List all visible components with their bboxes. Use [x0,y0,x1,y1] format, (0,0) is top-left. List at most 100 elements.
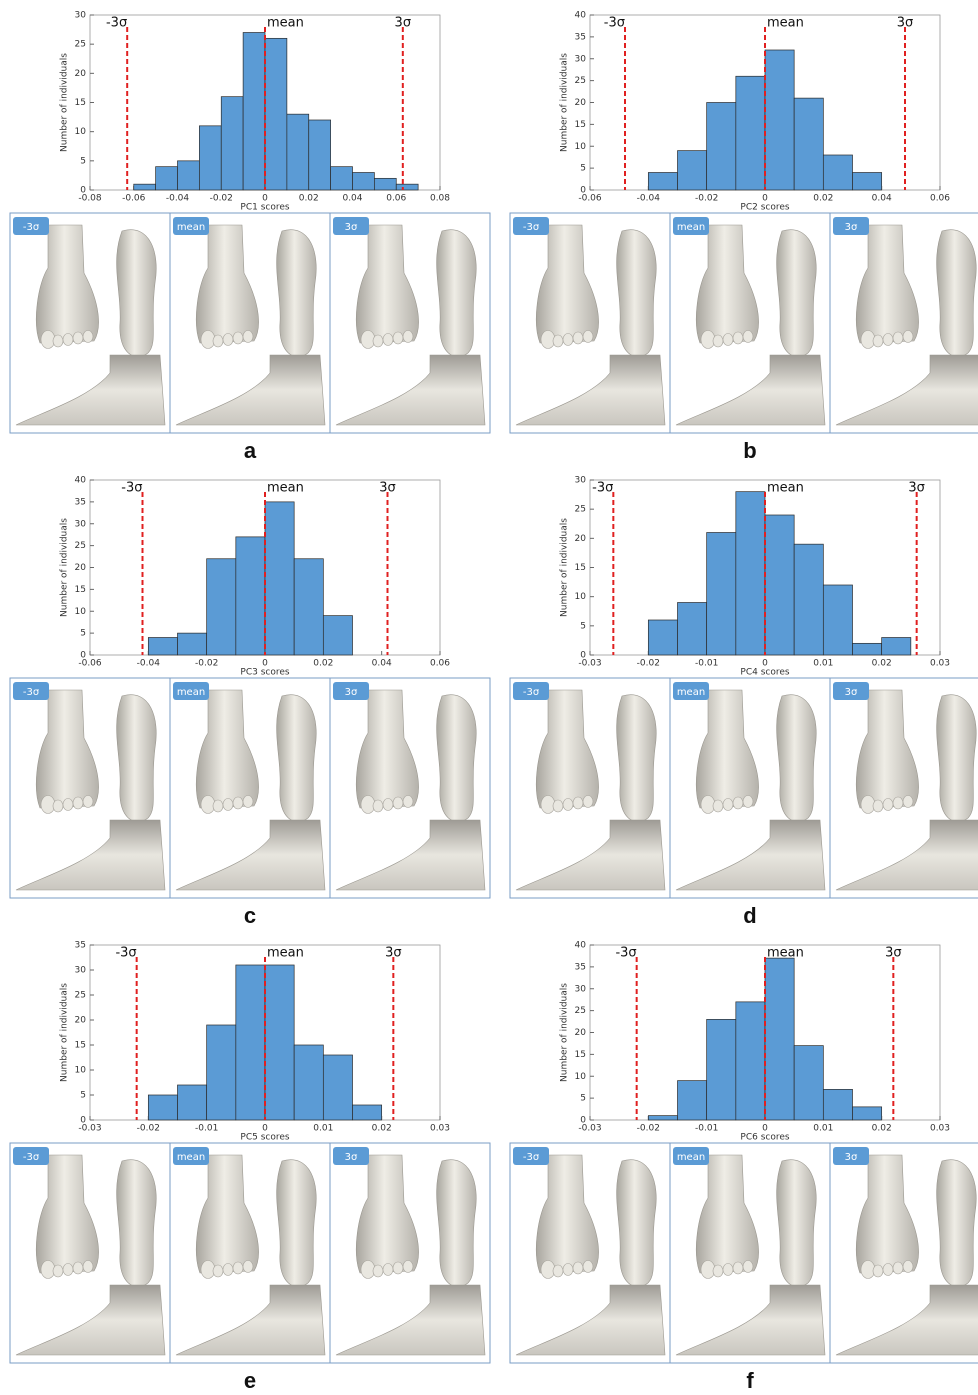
y-tick-label: 15 [575,1050,586,1060]
toe [722,333,734,346]
foot-sole [776,694,817,823]
foot-side [675,819,826,891]
bar [264,37,288,191]
foot-top [535,689,599,809]
bar [822,584,853,656]
shape-tag [333,1147,369,1165]
bar [395,183,419,191]
foot-sole [936,1159,977,1288]
foot-side [175,354,326,426]
sigma-label: 3σ [908,481,925,496]
toe [572,1261,584,1275]
toe [372,1264,384,1278]
y-tick-label: 0 [580,186,586,196]
toe [382,798,394,811]
toe [52,334,64,348]
y-tick-label: 0 [580,1116,586,1126]
foot-side [335,1284,486,1356]
x-tick-label: -0.01 [195,1124,218,1134]
sigma-label: 3σ [379,481,396,496]
y-tick-label: 40 [575,941,587,951]
bar [199,125,222,191]
bar [374,177,397,191]
toe [902,330,914,343]
toe [392,1261,404,1275]
toe [382,333,394,346]
foot-top [195,1154,259,1274]
toe [732,796,744,810]
toe [82,330,94,343]
toe [902,795,914,808]
toe [562,798,574,811]
y-axis-label: Number of individuals [60,983,70,1082]
bar [147,1094,178,1121]
foot-top [535,1154,599,1274]
y-tick-label: 20 [575,534,587,544]
bar [677,1080,708,1121]
sigma-label: 3σ [385,946,402,961]
toe [212,799,224,813]
shape-tag-label: mean [677,687,705,698]
foot-top [355,689,419,809]
shape-tag [673,682,709,700]
shape-tag [833,217,869,235]
x-tick-label: 0 [262,1124,268,1134]
shape-tag [13,1147,49,1165]
shape-tag [673,1147,709,1165]
bar [235,536,266,656]
foot-sole [276,694,317,823]
x-tick-label: 0.02 [872,1124,892,1134]
y-tick-label: 10 [575,592,587,602]
toe [572,331,584,345]
foot-side [175,1284,326,1356]
foot-top [355,224,419,344]
foot-side [675,354,826,426]
foot-side [835,1284,978,1356]
y-tick-label: 10 [575,1072,587,1082]
foot-top [35,224,99,344]
shape-tag [173,1147,209,1165]
y-tick-label: 25 [575,76,586,86]
bar [177,632,208,656]
x-axis-label: PC4 scores [740,668,789,678]
shape-tag-label: mean [677,222,705,233]
foot-sole [116,1159,157,1288]
foot-top [855,689,919,809]
bar [293,1044,324,1121]
bar [793,97,824,191]
shape-tag [13,682,49,700]
y-tick-label: 20 [75,1016,87,1026]
toe [582,330,594,343]
foot-top [355,1154,419,1274]
sigma-label: -3σ [615,946,636,961]
x-tick-label: 0.03 [430,1124,450,1134]
x-tick-label: -0.03 [578,659,601,669]
toe [582,1260,594,1273]
y-axis-label: Number of individuals [60,53,70,152]
shape-tag-label: 3σ [845,687,858,698]
y-tick-label: 40 [75,476,87,486]
x-tick-label: -0.02 [637,1124,660,1134]
toe [62,333,74,346]
shape-tag-label: -3σ [23,222,40,233]
x-tick-label: -0.06 [78,659,102,669]
bar [764,49,795,191]
foot-sole [776,229,817,358]
bar [147,637,178,656]
toe [712,334,724,348]
x-tick-label: 0.06 [930,194,950,204]
shape-tag-label: mean [177,222,205,233]
foot-top [695,689,759,809]
sigma-label: 3σ [395,16,412,31]
y-tick-label: 15 [575,563,586,573]
bar [764,514,795,656]
shape-tag [513,1147,549,1165]
shape-tag-label: -3σ [523,687,540,698]
x-tick-label: 0.03 [930,1124,950,1134]
x-axis-label: PC2 scores [740,203,789,213]
y-tick-label: 25 [75,40,86,50]
bar [677,150,708,191]
shape-tag-label: 3σ [845,222,858,233]
shape-tag-label: mean [677,1152,705,1163]
panel-letter: f [746,1368,754,1393]
